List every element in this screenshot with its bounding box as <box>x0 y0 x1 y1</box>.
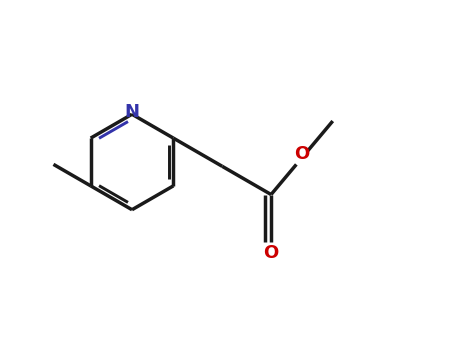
Text: O: O <box>263 244 279 262</box>
Text: N: N <box>125 103 140 121</box>
Text: O: O <box>294 145 309 163</box>
